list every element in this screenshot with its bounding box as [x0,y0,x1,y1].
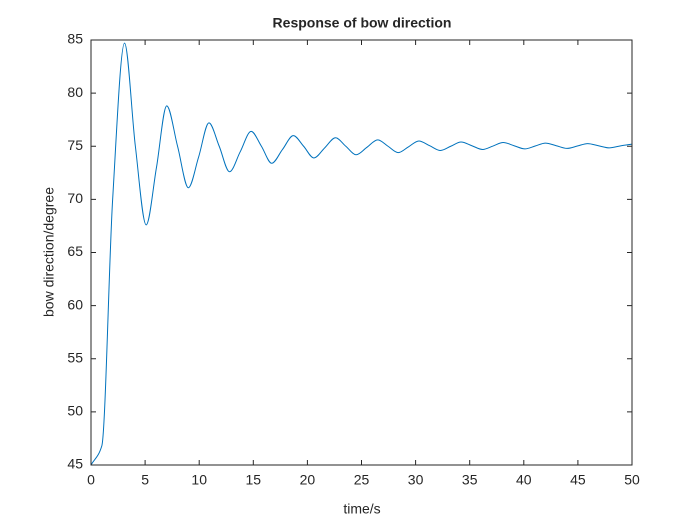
data-line [90,42,633,466]
x-tick-label: 15 [246,472,262,488]
x-tick-label: 5 [141,472,149,488]
y-tick-label: 70 [67,190,83,206]
plot-area [91,40,632,465]
x-axis-label: time/s [343,501,380,517]
x-tick-label: 45 [570,472,586,488]
y-tick-label: 55 [67,349,83,365]
chart-title: Response of bow direction [273,15,452,31]
x-tick-label: 35 [462,472,478,488]
x-tick-label: 40 [516,472,532,488]
y-tick-label: 50 [67,403,83,419]
y-tick-label: 60 [67,296,83,312]
x-tick-label: 0 [87,472,95,488]
x-tick-label: 10 [191,472,207,488]
y-tick-label: 65 [67,243,83,259]
x-tick-label: 30 [408,472,424,488]
y-tick-label: 85 [67,31,83,47]
y-tick-label: 75 [67,137,83,153]
axes-box [90,39,633,466]
y-tick-label: 80 [67,84,83,100]
y-tick-label: 45 [67,456,83,472]
x-tick-label: 25 [354,472,370,488]
x-tick-label: 20 [300,472,316,488]
y-axis-label: bow direction/degree [41,187,57,317]
x-tick-label: 50 [624,472,640,488]
